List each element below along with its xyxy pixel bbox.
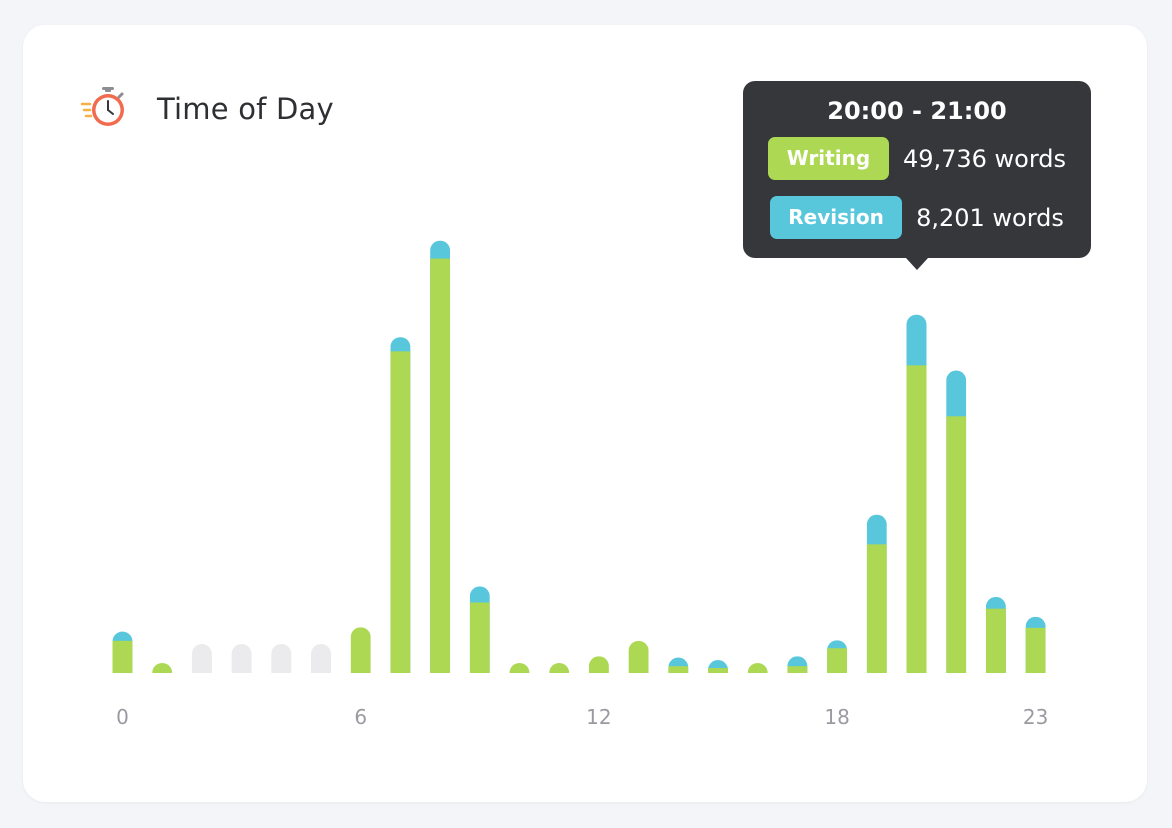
hour-bar-4[interactable] — [271, 644, 292, 673]
hour-bar-12[interactable] — [588, 656, 609, 673]
writing-segment-10 — [509, 663, 530, 673]
writing-segment-0 — [112, 640, 133, 673]
x-tick-label: 6 — [354, 705, 367, 729]
hour-bar-8[interactable] — [430, 240, 451, 673]
writing-segment-13 — [628, 640, 649, 673]
x-tick-label: 23 — [1023, 705, 1048, 729]
writing-segment-12 — [588, 656, 609, 673]
writing-segment-15 — [708, 668, 728, 673]
hour-bar-7[interactable] — [390, 337, 411, 673]
tooltip-range: 20:00 - 21:00 — [827, 97, 1007, 125]
writing-segment-18 — [827, 648, 848, 673]
hour-bar-13[interactable] — [628, 640, 649, 673]
hour-bar-19[interactable] — [866, 514, 887, 673]
tooltip-writing-row: Writing 49,736 words — [743, 137, 1091, 180]
revision-badge: Revision — [770, 196, 903, 239]
writing-badge: Writing — [767, 137, 889, 180]
writing-segment-23 — [1025, 627, 1046, 673]
hour-bar-14[interactable] — [668, 657, 689, 673]
hour-bar-10[interactable] — [509, 663, 530, 673]
hour-bar-5[interactable] — [311, 644, 331, 673]
writing-segment-17 — [787, 666, 808, 673]
writing-segment-6 — [350, 627, 371, 673]
writing-segment-20 — [906, 365, 927, 673]
x-tick-label: 0 — [116, 705, 129, 729]
hour-bar-15[interactable] — [708, 660, 728, 673]
hour-bar-18[interactable] — [827, 640, 848, 673]
writing-segment-21 — [946, 416, 967, 673]
empty-bar-5 — [311, 644, 331, 673]
writing-segment-22 — [985, 608, 1006, 673]
writing-segment-1 — [152, 663, 173, 673]
hour-bar-6[interactable] — [350, 627, 371, 673]
hour-bar-2[interactable] — [191, 644, 212, 673]
hour-bar-11[interactable] — [549, 663, 570, 673]
stopwatch-icon — [80, 87, 124, 126]
empty-bar-4 — [271, 644, 292, 673]
writing-segment-19 — [866, 544, 887, 673]
empty-bar-3 — [231, 644, 252, 673]
writing-segment-14 — [668, 666, 689, 673]
tooltip-revision-row: Revision 8,201 words — [743, 196, 1091, 239]
writing-segment-8 — [430, 258, 451, 673]
hour-bar-1[interactable] — [152, 663, 173, 673]
x-tick-label: 18 — [824, 705, 849, 729]
hour-bar-0[interactable] — [112, 631, 133, 673]
hour-bar-20[interactable] — [906, 314, 927, 673]
hour-bar-16[interactable] — [747, 663, 768, 673]
hour-bar-22[interactable] — [985, 596, 1006, 673]
card-title: Time of Day — [157, 92, 334, 126]
hour-bar-3[interactable] — [231, 644, 252, 673]
writing-value: 49,736 words — [902, 144, 1067, 173]
hour-bar-23[interactable] — [1025, 616, 1046, 673]
writing-segment-16 — [747, 663, 768, 673]
hour-bar-17[interactable] — [787, 656, 808, 673]
writing-segment-9 — [469, 602, 490, 673]
writing-segment-7 — [390, 351, 411, 673]
hour-bar-21[interactable] — [946, 370, 967, 673]
writing-segment-11 — [549, 663, 570, 673]
revision-value: 8,201 words — [916, 203, 1064, 232]
hour-bar-9[interactable] — [469, 586, 490, 673]
x-tick-label: 12 — [586, 705, 611, 729]
empty-bar-2 — [191, 644, 212, 673]
hour-tooltip: 20:00 - 21:00 Writing 49,736 words Revis… — [743, 81, 1091, 270]
